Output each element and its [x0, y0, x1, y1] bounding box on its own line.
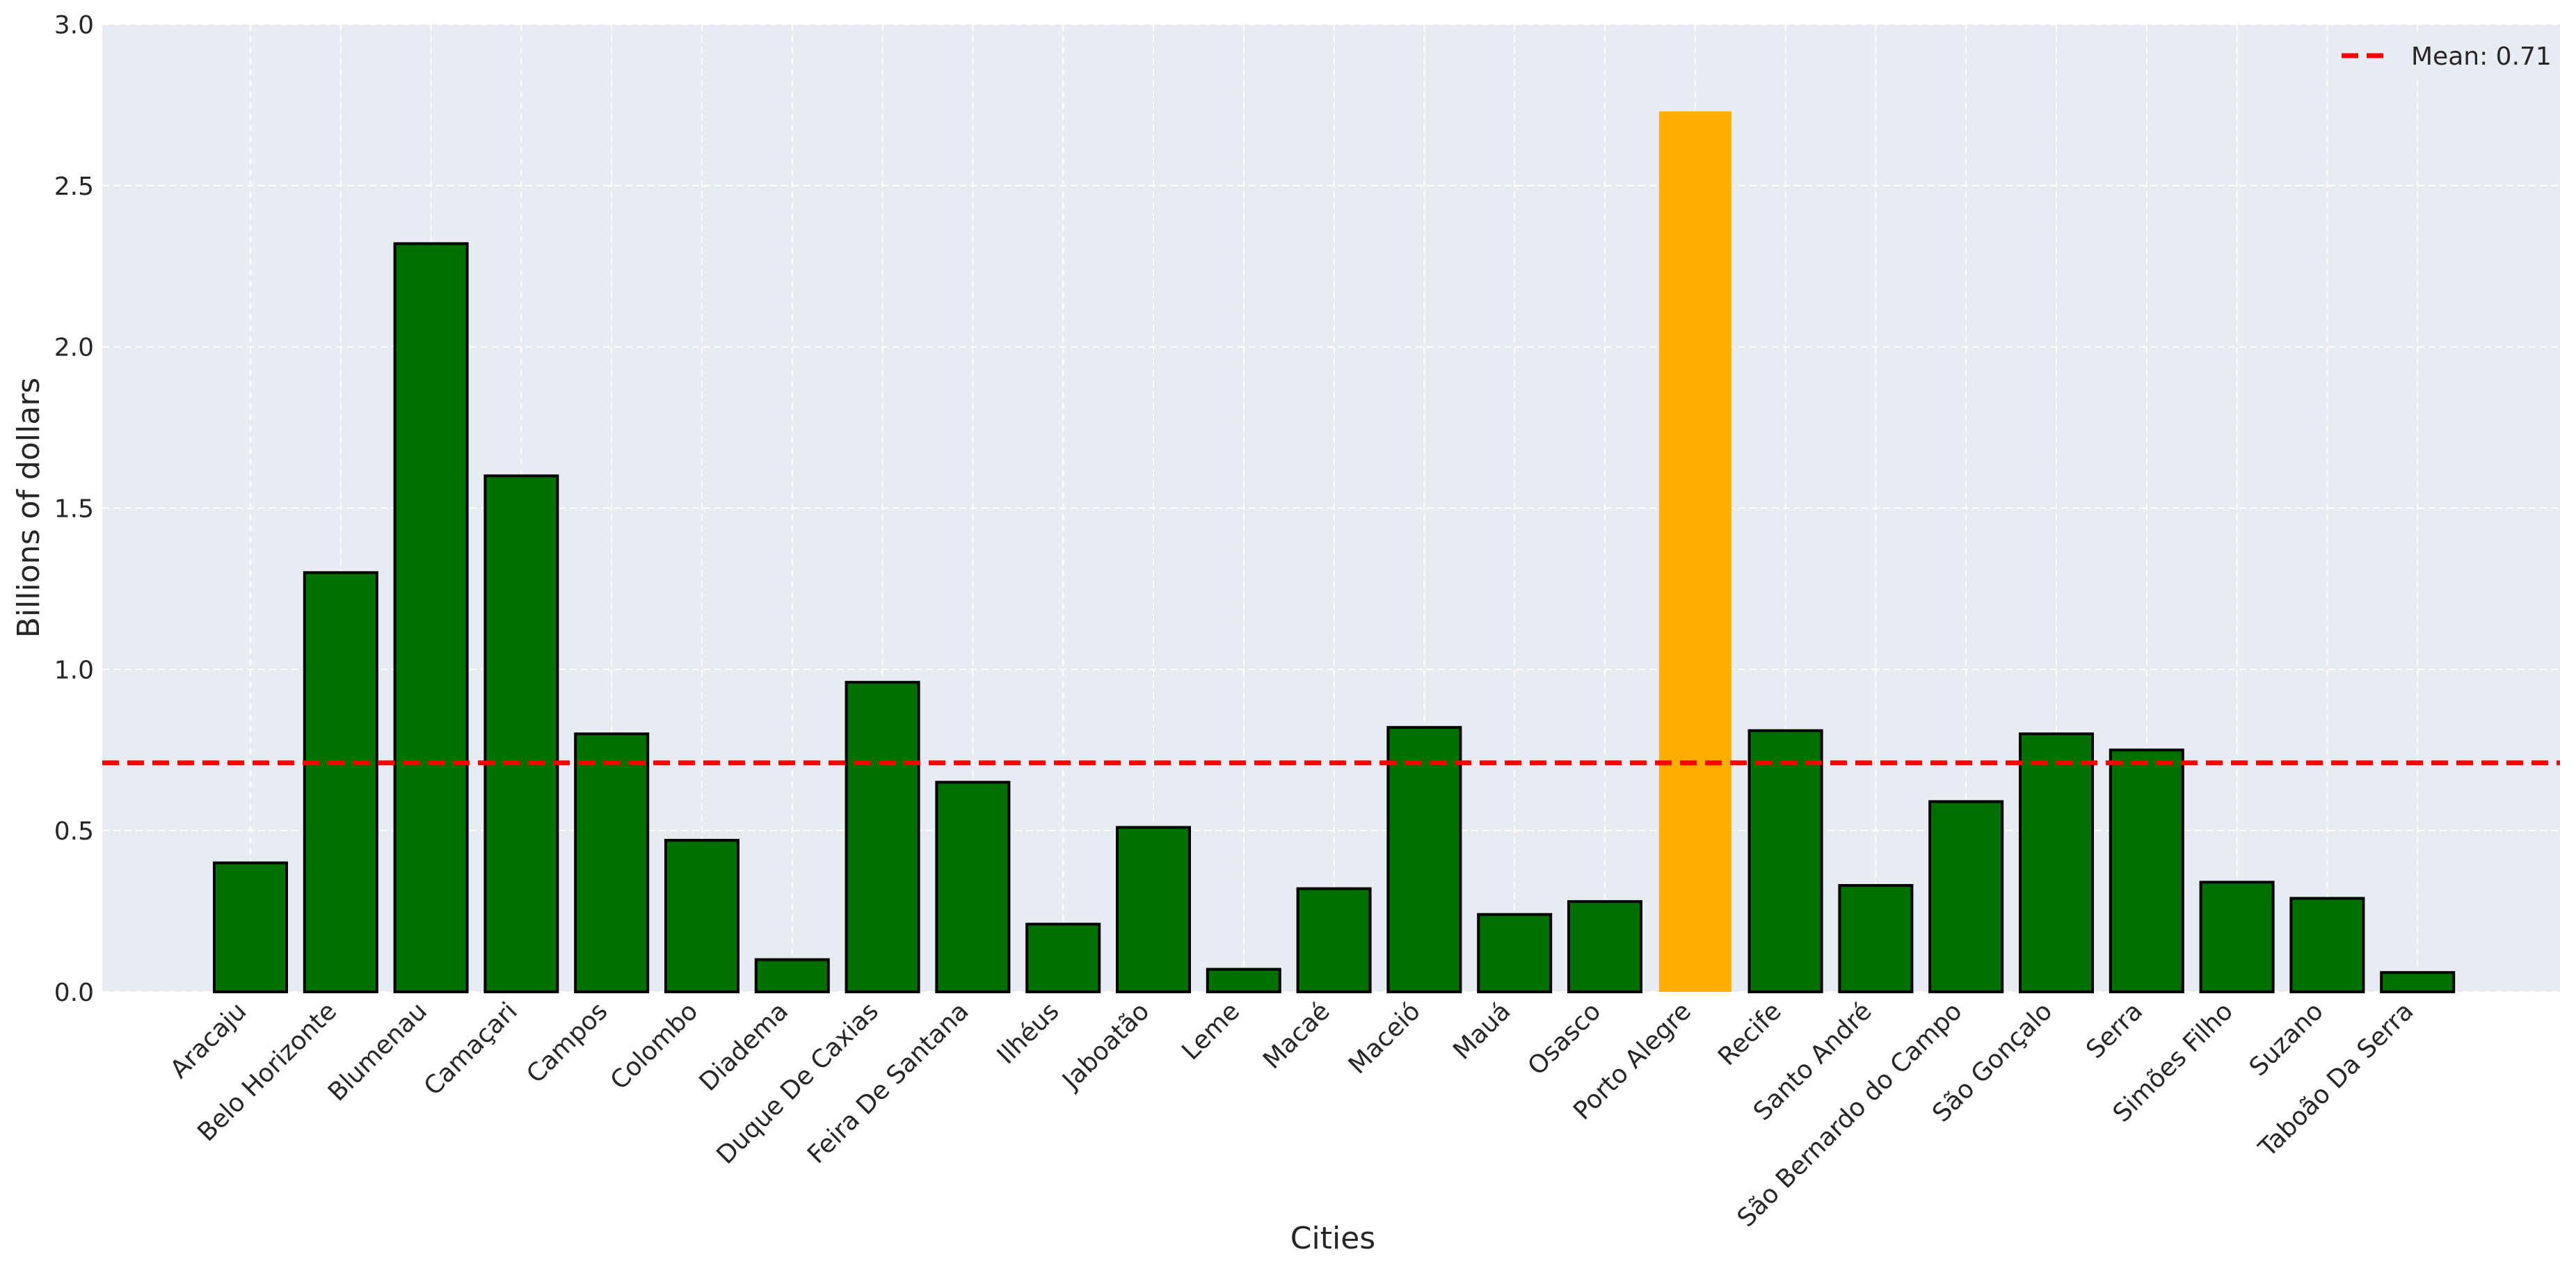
- x-tick-label: Ilhéus: [992, 997, 1065, 1070]
- bars: [213, 111, 2456, 994]
- bar-jaboat-o: [1116, 826, 1191, 994]
- bar-blumenau: [393, 242, 469, 993]
- x-tick-label: Aracaju: [165, 997, 252, 1084]
- x-tick-label: Mauá: [1448, 997, 1516, 1065]
- y-tick-label: 1.5: [54, 495, 94, 524]
- bar-s-o-gon-alo: [2019, 732, 2094, 993]
- x-axis-label: Cities: [1290, 1221, 1375, 1256]
- bar-duque-de-caxias: [845, 680, 920, 993]
- legend-mean-label: Mean: 0.71: [2411, 42, 2552, 71]
- bar-suzano: [2289, 897, 2365, 993]
- bar-serra: [2109, 748, 2184, 993]
- y-axis-label: Billions of dollars: [11, 378, 47, 638]
- x-tick-label: Colombo: [605, 997, 704, 1096]
- bar-colombo: [664, 839, 739, 993]
- y-tick-label: 2.0: [54, 334, 94, 362]
- x-tick-label: Maceió: [1343, 997, 1426, 1080]
- y-tick-label: 0.5: [54, 817, 94, 846]
- x-tick-label: Campos: [521, 997, 613, 1089]
- y-tick-label: 1.0: [54, 656, 94, 684]
- bar-maca-: [1296, 887, 1372, 994]
- bar-macei-: [1386, 725, 1462, 993]
- bar-s-o-bernardo-do-campo: [1928, 800, 2004, 993]
- bar-osasco: [1567, 900, 1642, 993]
- bar-leme: [1206, 968, 1281, 993]
- bar-aracaju: [213, 861, 288, 993]
- bar-recife: [1747, 729, 1823, 994]
- bar-santo-andr-: [1838, 883, 1914, 993]
- y-tick-label: 3.0: [54, 11, 94, 40]
- x-tick-label: Macaé: [1258, 997, 1336, 1075]
- y-tick-labels: 0.0 0.5 1.0 1.5 2.0 2.5 3.0: [54, 11, 94, 1007]
- bar-mau-: [1477, 913, 1553, 993]
- bar-feira-de-santana: [935, 780, 1011, 994]
- x-tick-label: Osasco: [1523, 997, 1607, 1081]
- bar-tabo-o-da-serra: [2380, 971, 2456, 994]
- bar-campos: [574, 732, 650, 993]
- legend-box: [2328, 35, 2550, 78]
- x-tick-label: Leme: [1176, 997, 1245, 1066]
- bar-porto-alegre: [1658, 111, 1731, 993]
- x-tick-label: Duque De Caxias: [711, 997, 884, 1170]
- x-tick-label: Jaboatão: [1056, 997, 1155, 1096]
- bar-belo-horizonte: [303, 571, 378, 993]
- y-tick-label: 2.5: [54, 172, 94, 201]
- bar-diadema: [754, 958, 830, 993]
- x-tick-label: Camaçari: [419, 997, 523, 1101]
- legend: Mean: 0.71: [2328, 35, 2552, 78]
- bar-sim-es-filho: [2199, 881, 2275, 994]
- bar-cama-ari: [483, 474, 559, 993]
- x-tick-label: Recife: [1713, 997, 1787, 1071]
- x-tick-label: Feira De Santana: [802, 997, 975, 1169]
- x-tick-label: Blumenau: [323, 997, 433, 1107]
- x-tick-label: Taboão Da Serra: [2253, 997, 2419, 1163]
- x-tick-label: Serra: [2081, 997, 2148, 1064]
- x-tick-label: Suzano: [2244, 997, 2329, 1082]
- bar-ilh-us: [1025, 922, 1101, 994]
- y-tick-label: 0.0: [54, 979, 94, 1007]
